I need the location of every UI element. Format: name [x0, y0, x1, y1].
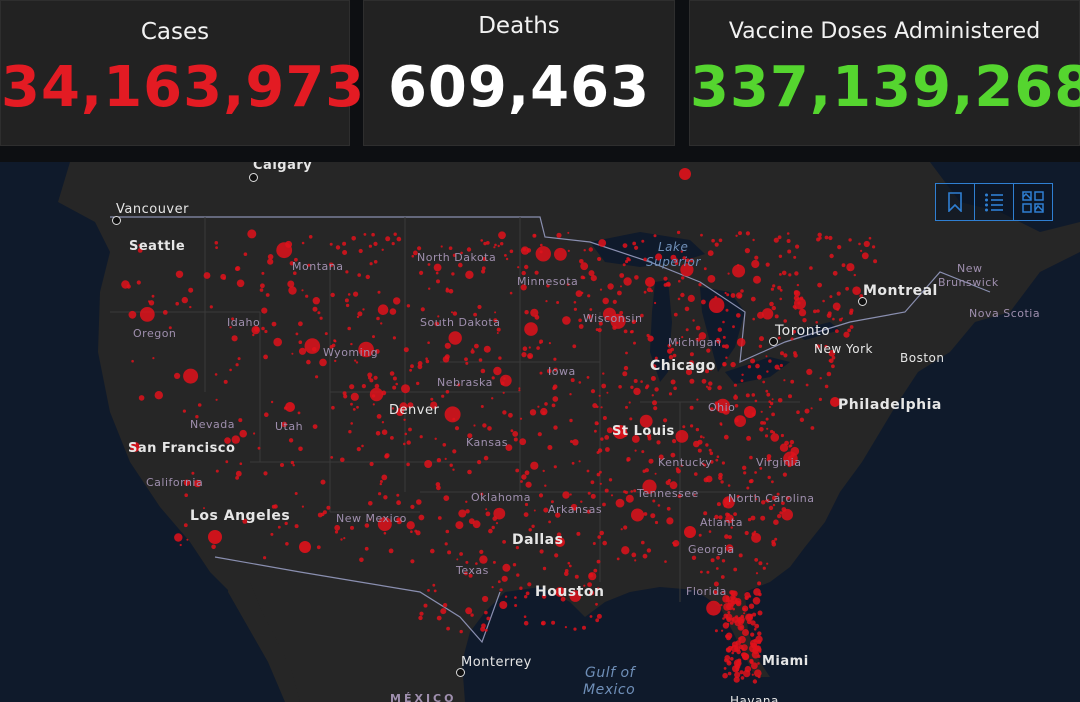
city-havana: Havana: [730, 694, 779, 702]
cases-panel: Cases 34,163,973: [0, 0, 366, 146]
cases-value: 34,163,973: [1, 55, 366, 120]
city-seattle: Seattle: [129, 239, 186, 254]
city-montreal: Montreal: [863, 283, 938, 299]
region-mexico: MÉXICO: [390, 692, 457, 702]
region-wisconsin: Wisconsin: [583, 312, 643, 325]
city-philadelphia: Philadelphia: [838, 397, 942, 413]
city-vancouver: Vancouver: [116, 202, 189, 217]
city-denver: Denver: [389, 403, 440, 418]
region-idaho: Idaho: [227, 316, 261, 329]
vancouver-marker: [112, 216, 121, 225]
region-florida: Florida: [686, 585, 727, 598]
bookmark-button[interactable]: [935, 183, 975, 221]
region-iowa: Iowa: [548, 365, 576, 378]
region-north-carolina: North Carolina: [728, 492, 815, 505]
cases-map[interactable]: Calgary Vancouver Seattle Montreal Toron…: [0, 162, 1080, 702]
vaccine-label: Vaccine Doses Administered: [728, 19, 1041, 44]
city-dallas: Dallas: [512, 532, 564, 548]
toronto-marker: [769, 337, 778, 346]
monterrey-marker: [456, 668, 465, 677]
region-new-brunswick-2: Brunswick: [938, 276, 999, 289]
region-minnesota: Minnesota: [517, 275, 579, 288]
region-new-mexico: New Mexico: [336, 512, 407, 525]
region-texas: Texas: [456, 564, 489, 577]
city-san-francisco: San Francisco: [128, 441, 236, 456]
calgary-marker: [249, 173, 258, 182]
region-north-dakota: North Dakota: [417, 251, 497, 264]
city-los-angeles: Los Angeles: [190, 508, 291, 524]
deaths-panel: Deaths 609,463: [363, 0, 675, 146]
region-kansas: Kansas: [466, 436, 508, 449]
city-calgary: Calgary: [253, 162, 313, 173]
cases-label: Cases: [140, 19, 210, 45]
region-arkansas: Arkansas: [548, 503, 603, 516]
region-georgia: Georgia: [688, 543, 735, 556]
bookmark-icon: [948, 192, 962, 212]
region-nebraska: Nebraska: [437, 376, 493, 389]
region-virginia: Virginia: [756, 456, 802, 469]
region-tennessee: Tennessee: [637, 487, 699, 500]
region-wyoming: Wyoming: [323, 346, 379, 359]
deaths-label: Deaths: [478, 13, 560, 39]
region-montana: Montana: [292, 260, 344, 273]
city-monterrey: Monterrey: [461, 655, 532, 670]
basemap-gallery-button[interactable]: [1013, 183, 1053, 221]
region-new-brunswick-1: New: [957, 262, 983, 275]
water-gulf-1: Gulf of: [585, 665, 635, 681]
legend-button[interactable]: [974, 183, 1014, 221]
vaccine-panel: Vaccine Doses Administered 337,139,268: [689, 0, 1080, 146]
region-utah: Utah: [275, 420, 304, 433]
region-oklahoma: Oklahoma: [471, 491, 531, 504]
map-basemap: [0, 162, 1080, 702]
region-south-dakota: South Dakota: [420, 316, 501, 329]
region-oregon: Oregon: [133, 327, 177, 340]
vaccine-value: 337,139,268: [690, 55, 1080, 120]
deaths-value: 609,463: [387, 55, 651, 120]
city-miami: Miami: [762, 654, 809, 669]
region-michigan: Michigan: [668, 336, 722, 349]
city-new-york: New York: [814, 342, 873, 356]
water-lake-superior-2: Superior: [646, 255, 701, 269]
montreal-marker: [858, 297, 867, 306]
water-gulf-2: Mexico: [583, 682, 636, 698]
region-california: California: [146, 476, 204, 489]
basemap-gallery-icon: [1022, 191, 1044, 213]
region-nevada: Nevada: [190, 418, 235, 431]
city-boston: Boston: [900, 351, 945, 365]
region-nova-scotia: Nova Scotia: [969, 307, 1041, 320]
case-dots-layer: [121, 168, 878, 684]
city-st-louis: St Louis: [612, 424, 675, 439]
map-toolbar: [935, 183, 1056, 221]
city-toronto: Toronto: [775, 323, 831, 339]
region-kentucky: Kentucky: [658, 456, 713, 469]
water-lake-superior-1: Lake: [658, 240, 689, 254]
list-icon: [985, 193, 1003, 212]
city-chicago: Chicago: [650, 358, 716, 374]
region-atlanta: Atlanta: [700, 516, 743, 529]
region-ohio: Ohio: [708, 401, 736, 414]
city-houston: Houston: [535, 584, 605, 600]
